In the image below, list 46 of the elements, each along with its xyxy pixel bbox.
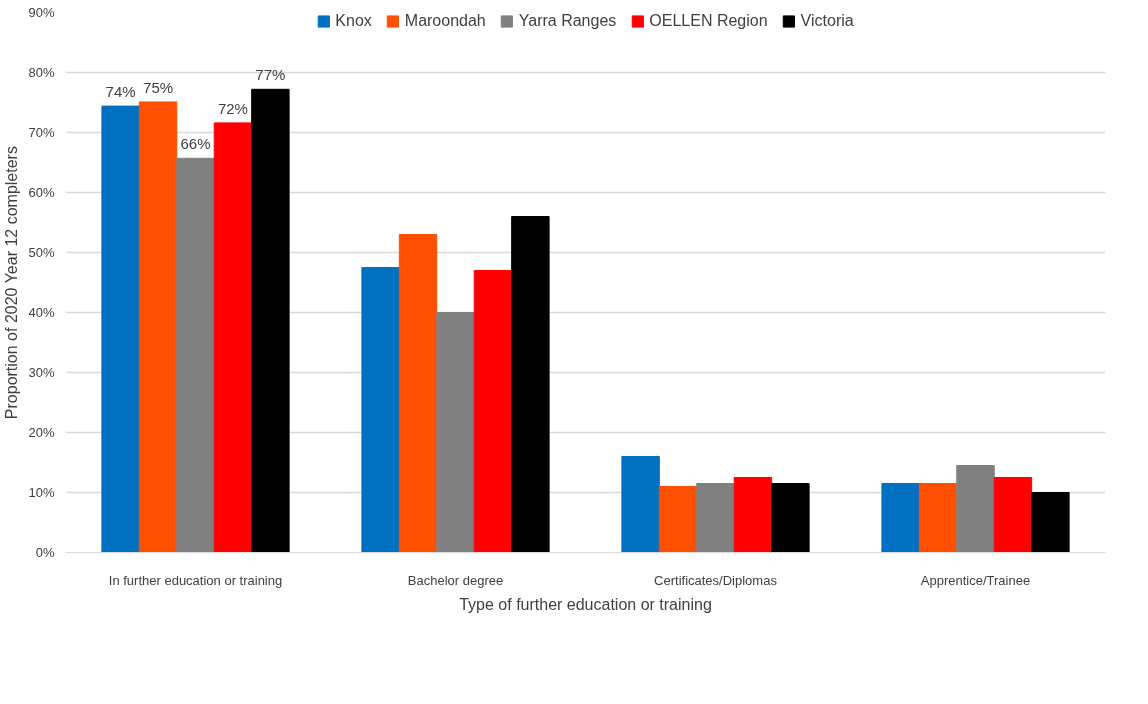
bar bbox=[473, 270, 513, 553]
y-tick-label: 90% bbox=[28, 5, 55, 20]
bar bbox=[1031, 492, 1070, 553]
bar bbox=[733, 477, 773, 553]
y-tick-label: 40% bbox=[28, 305, 55, 320]
bar bbox=[918, 483, 958, 553]
bar bbox=[993, 477, 1033, 553]
y-tick-label: 70% bbox=[28, 125, 55, 140]
legend-label: Maroondah bbox=[404, 12, 486, 30]
data-label: 75% bbox=[143, 78, 174, 96]
legend-label: Knox bbox=[335, 12, 372, 30]
bar bbox=[398, 234, 438, 553]
data-label: 74% bbox=[105, 83, 136, 101]
bar bbox=[511, 216, 550, 553]
y-tick-label: 50% bbox=[28, 245, 55, 260]
bar bbox=[696, 483, 735, 553]
y-tick-label: 80% bbox=[28, 65, 55, 80]
x-tick-label: Apprentice/Trainee bbox=[920, 572, 1031, 588]
y-tick-label: 30% bbox=[28, 365, 55, 380]
y-tick-label: 0% bbox=[35, 545, 55, 560]
legend-label: Victoria bbox=[800, 12, 854, 30]
y-tick-label: 60% bbox=[28, 185, 55, 200]
bar bbox=[213, 122, 253, 553]
y-tick-label: 20% bbox=[28, 425, 55, 440]
bar bbox=[881, 483, 920, 553]
data-label: 66% bbox=[180, 135, 211, 153]
bar bbox=[361, 267, 400, 553]
x-tick-label: Bachelor degree bbox=[407, 572, 504, 588]
x-tick-label: Certificates/Diplomas bbox=[654, 572, 778, 588]
y-axis-title: Proportion of 2020 Year 12 completers bbox=[3, 146, 21, 420]
bar bbox=[956, 465, 995, 553]
legend-label: Yarra Ranges bbox=[518, 12, 617, 30]
bar bbox=[176, 157, 215, 553]
bar bbox=[658, 486, 698, 553]
y-tick-label: 10% bbox=[28, 485, 55, 500]
bar bbox=[621, 456, 660, 553]
x-axis-title: Type of further education or training bbox=[459, 595, 712, 613]
data-label: 72% bbox=[217, 99, 248, 117]
bar bbox=[138, 101, 178, 553]
legend-label: OELLEN Region bbox=[649, 12, 768, 30]
bar bbox=[101, 105, 140, 553]
bar bbox=[436, 312, 475, 553]
bar bbox=[771, 483, 810, 553]
x-tick-label: In further education or training bbox=[108, 572, 283, 588]
bar bbox=[251, 88, 290, 553]
data-label: 77% bbox=[255, 66, 286, 84]
